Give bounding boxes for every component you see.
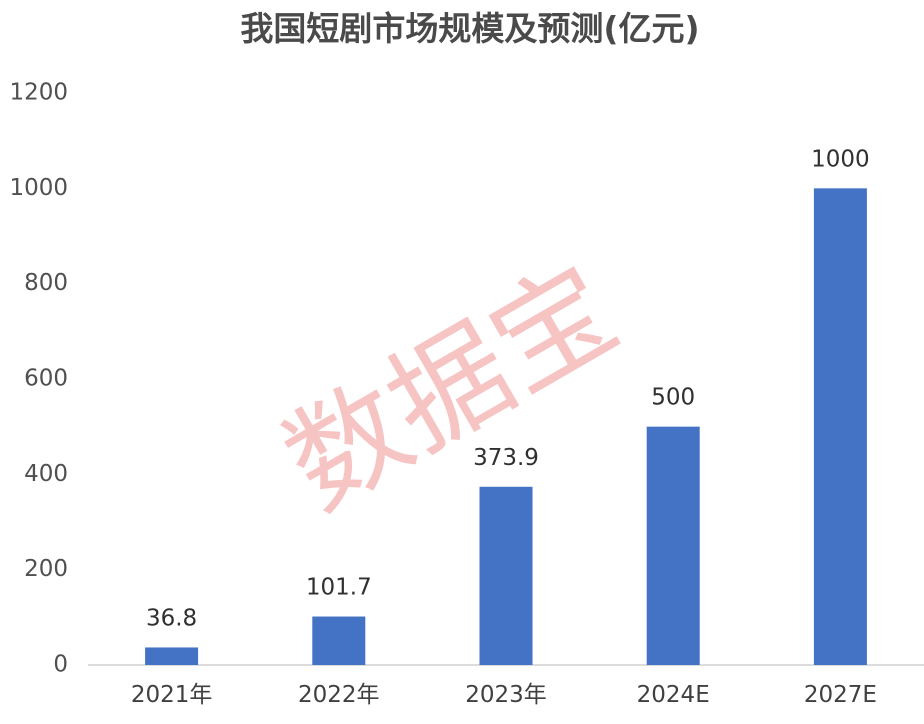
data-labels: 36.8 101.7 373.9 500 1000 xyxy=(146,146,870,631)
data-label: 36.8 xyxy=(146,605,197,631)
data-label: 1000 xyxy=(811,146,870,172)
y-tick-label: 1200 xyxy=(9,80,68,106)
bar xyxy=(145,647,199,665)
x-tick-label: 2027E xyxy=(804,682,877,708)
bar xyxy=(646,426,700,665)
y-tick-label: 800 xyxy=(24,270,68,296)
y-tick-label: 0 xyxy=(53,652,68,678)
bar-series xyxy=(145,188,867,666)
x-tick-label: 2021年 xyxy=(131,682,213,708)
chart-title: 我国短剧市场规模及预测(亿元) xyxy=(240,9,699,48)
y-tick-label: 200 xyxy=(24,556,68,582)
y-axis-ticks: 0 200 400 600 800 1000 1200 xyxy=(9,80,68,678)
x-axis-labels: 2021年 2022年 2023年 2024E 2027E xyxy=(131,682,877,708)
data-label: 500 xyxy=(651,385,695,411)
bar xyxy=(813,188,867,666)
y-tick-label: 400 xyxy=(24,461,68,487)
data-label: 373.9 xyxy=(473,445,539,471)
watermark-text: 数据宝 xyxy=(263,239,639,536)
data-label: 101.7 xyxy=(306,575,372,601)
y-tick-label: 1000 xyxy=(9,175,68,201)
bar xyxy=(312,616,366,665)
y-tick-label: 600 xyxy=(24,366,68,392)
bar xyxy=(479,486,533,665)
x-tick-label: 2023年 xyxy=(465,682,547,708)
x-tick-label: 2022年 xyxy=(298,682,380,708)
x-tick-label: 2024E xyxy=(637,682,710,708)
